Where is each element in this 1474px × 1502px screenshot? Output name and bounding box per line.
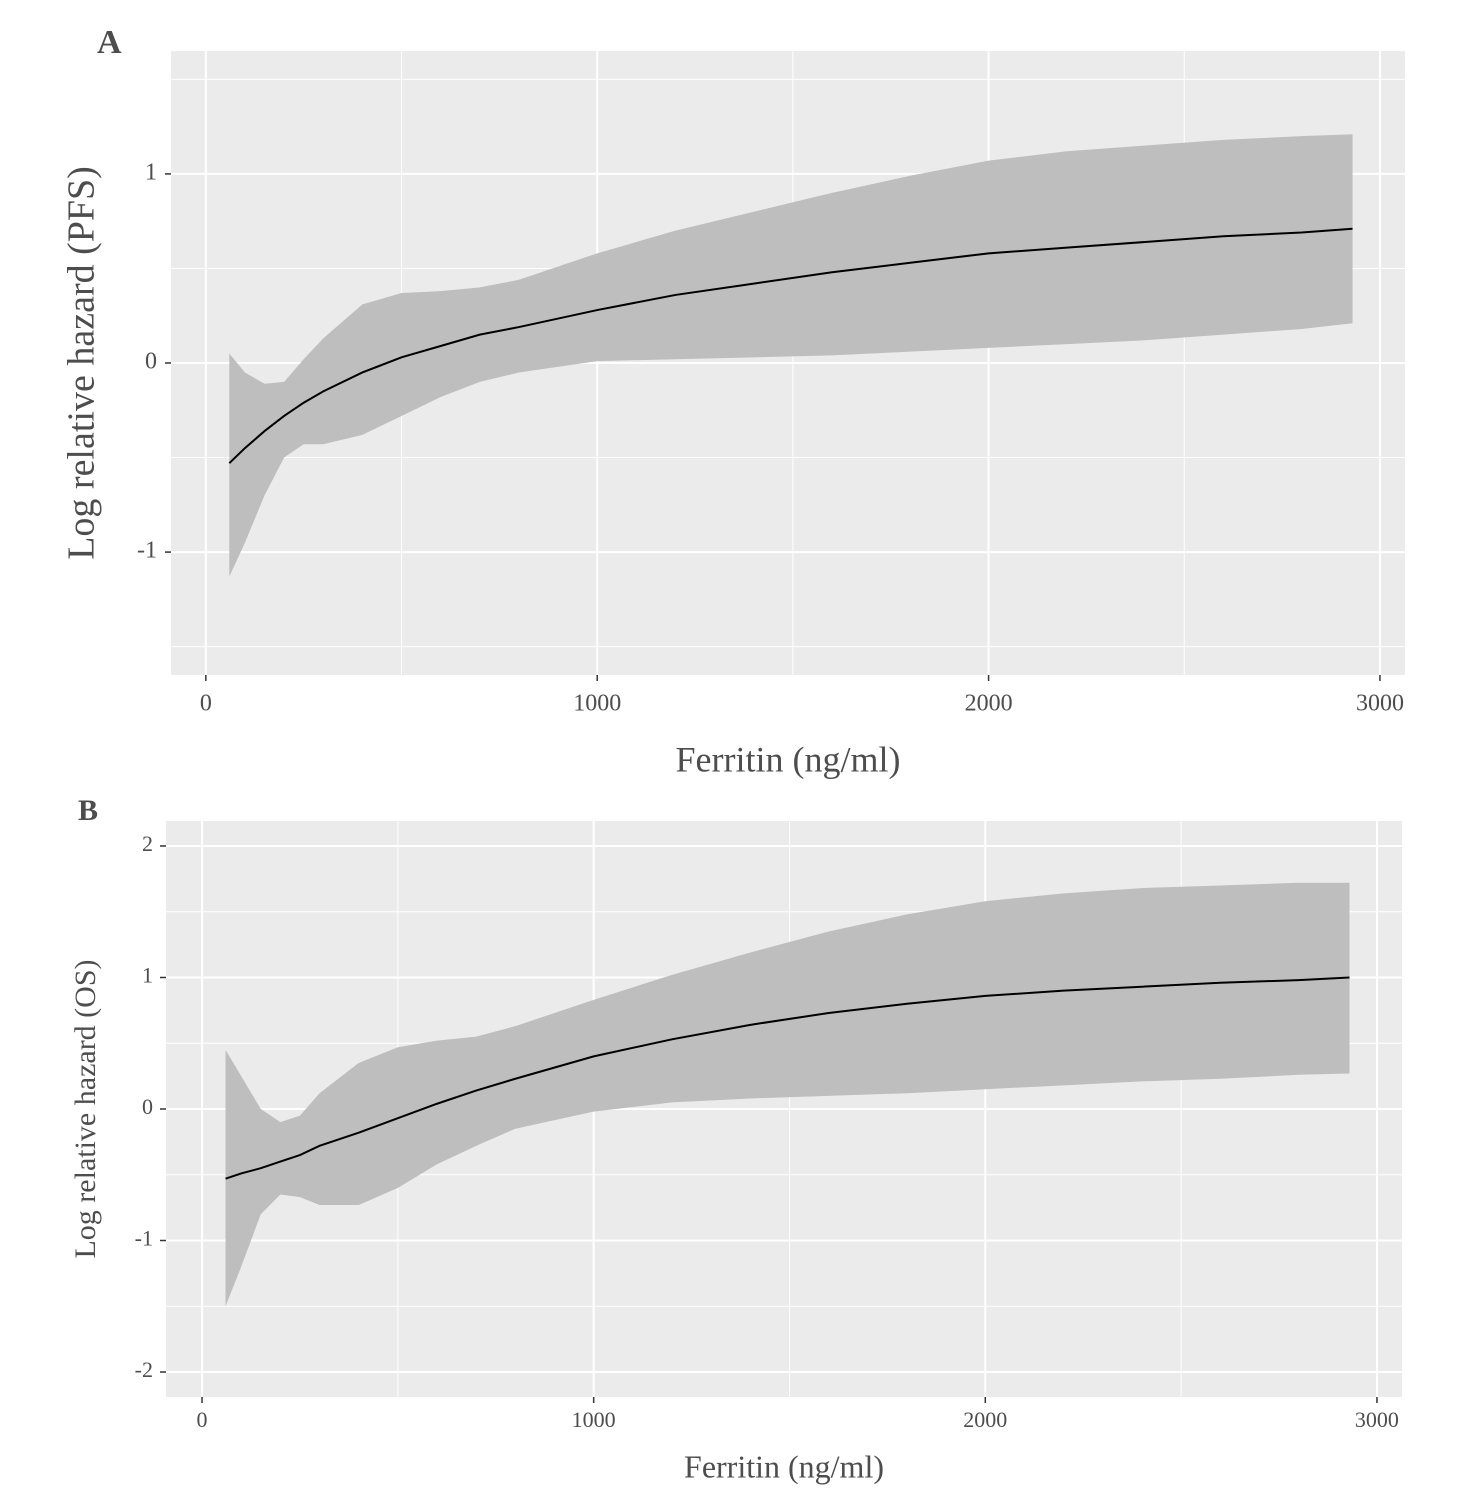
confidence-band bbox=[229, 134, 1353, 577]
y-tick-label: 0 bbox=[145, 349, 157, 375]
x-tick-label: 0 bbox=[200, 691, 212, 717]
x-tick-label: 0 bbox=[197, 1407, 208, 1432]
y-tick-label: 1 bbox=[142, 963, 153, 988]
line bbox=[228, 227, 1353, 464]
x-tick-label: 2000 bbox=[963, 1407, 1007, 1432]
x-tick-label: 1000 bbox=[573, 691, 621, 717]
y-tick-label: 1 bbox=[145, 159, 157, 185]
y-axis-label: Log relative hazard (OS) bbox=[69, 959, 102, 1258]
x-tick-label: 1000 bbox=[572, 1407, 616, 1432]
x-tick-label: 3000 bbox=[1356, 691, 1404, 717]
y-tick-label: -1 bbox=[137, 538, 157, 564]
line bbox=[225, 976, 1350, 1180]
x-tick-label: 3000 bbox=[1355, 1407, 1399, 1432]
confidence-band bbox=[225, 882, 1350, 1307]
y-tick-label: -2 bbox=[135, 1357, 153, 1382]
panel-label: A bbox=[97, 24, 122, 61]
y-tick-label: -1 bbox=[135, 1226, 153, 1251]
x-axis-label: Ferritin (ng/ml) bbox=[676, 739, 901, 779]
y-tick-label: 2 bbox=[142, 831, 153, 856]
panel-label: B bbox=[78, 794, 98, 827]
x-axis-label: Ferritin (ng/ml) bbox=[684, 1448, 884, 1484]
y-tick-label: 0 bbox=[142, 1094, 153, 1119]
x-tick-label: 2000 bbox=[965, 691, 1013, 717]
y-axis-label: Log relative hazard (PFS) bbox=[61, 166, 103, 560]
